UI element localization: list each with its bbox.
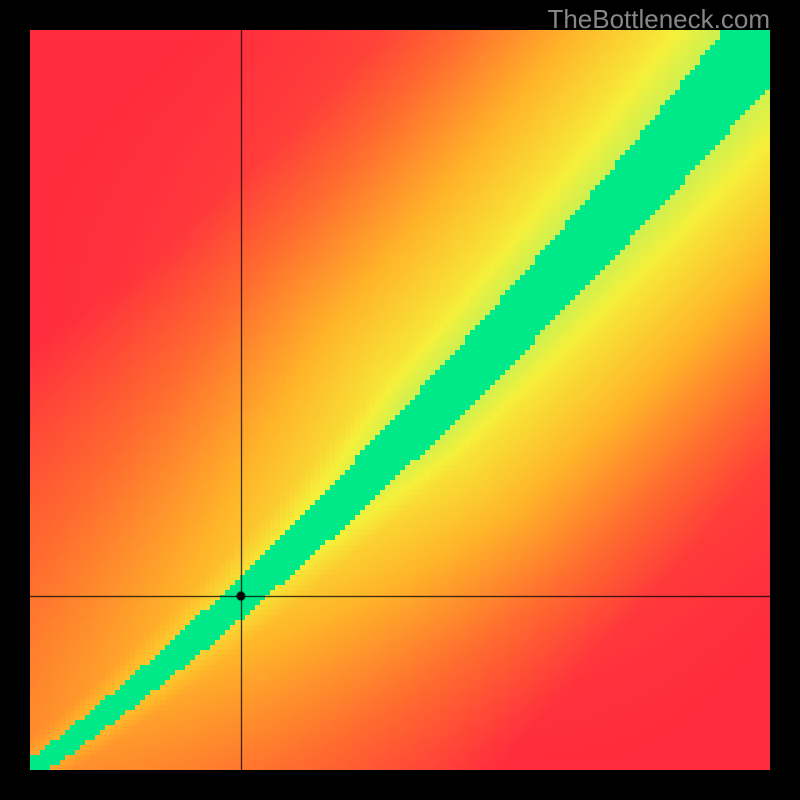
chart-container: TheBottleneck.com: [0, 0, 800, 800]
watermark-text: TheBottleneck.com: [547, 4, 770, 35]
bottleneck-heatmap: [30, 30, 770, 770]
